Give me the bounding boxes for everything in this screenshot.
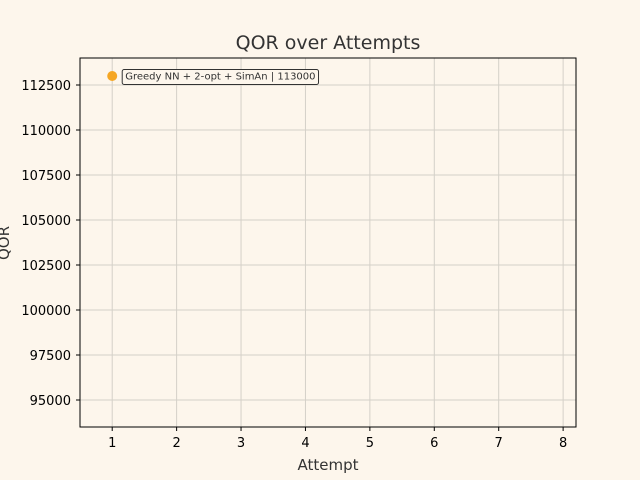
x-tick-label: 7 — [495, 436, 503, 451]
plot-area: 1 2 3 4 5 6 7 8 95000 97500 100000 102500 105000 1075… — [21, 57, 577, 451]
x-tick-label: 8 — [559, 436, 567, 451]
x-tick-label: 3 — [237, 436, 245, 451]
y-axis-label: QOR — [0, 226, 13, 260]
y-tick-label: 105000 — [21, 214, 71, 229]
y-tick-label: 112500 — [21, 79, 71, 94]
x-tick-label: 5 — [366, 436, 374, 451]
point-annotation-box — [121, 69, 320, 85]
axes-frame — [79, 57, 577, 428]
x-tick-label: 1 — [108, 436, 116, 451]
point-annotation: Greedy NN + 2-opt + SimAn | 113000 — [121, 69, 320, 85]
y-tick-label: 100000 — [21, 304, 71, 319]
plot-background — [80, 58, 576, 427]
y-tick-label: 107500 — [21, 169, 71, 184]
y-tick-label: 102500 — [21, 259, 71, 274]
y-tick-label: 97500 — [30, 349, 71, 364]
y-tick-label: 110000 — [21, 124, 71, 139]
y-tick-label: 95000 — [30, 394, 71, 409]
data-point — [107, 71, 118, 81]
x-tick-label: 6 — [430, 436, 438, 451]
x-tick-label: 2 — [172, 436, 180, 451]
chart-title: QOR over Attempts — [236, 32, 421, 54]
x-axis-label: Attempt — [297, 456, 358, 474]
x-tick-label: 4 — [301, 436, 309, 451]
point-annotation-label: Greedy NN + 2-opt + SimAn | 113000 — [125, 72, 315, 83]
